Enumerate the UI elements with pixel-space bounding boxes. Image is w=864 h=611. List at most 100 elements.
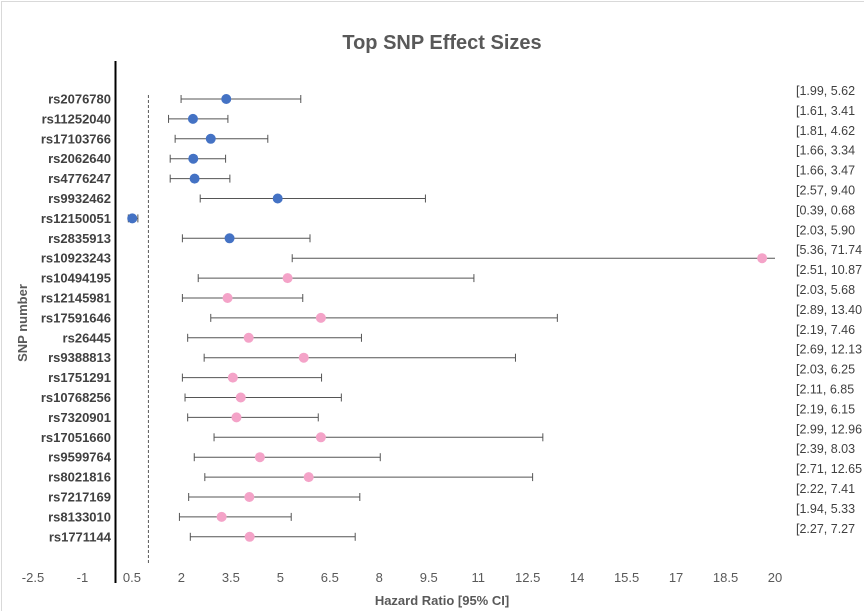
ci-label: [1.66, 3.47: [796, 164, 855, 178]
ci-label: [2.19, 6.15: [796, 402, 855, 416]
snp-row: rs8133010 [1.94, 5.33: [48, 502, 855, 525]
snp-label: rs17103766: [41, 131, 111, 146]
hazard-ratio-point: [243, 332, 254, 343]
snp-label: rs4776247: [48, 171, 111, 186]
hazard-ratio-point: [216, 511, 227, 522]
x-tick-label: 14: [570, 570, 584, 585]
snp-row: rs26445 [2.19, 7.46: [63, 323, 856, 346]
ci-label: [2.99, 12.96: [796, 422, 862, 436]
hazard-ratio-point: [757, 253, 768, 264]
snp-row: rs10923243 [5.36, 71.74: [41, 243, 862, 266]
hazard-ratio-point: [235, 392, 246, 403]
snp-row: rs9932462 [2.57, 9.40: [48, 184, 855, 207]
hazard-ratio-point: [127, 213, 138, 224]
ci-label: [2.71, 12.65: [796, 462, 862, 476]
hazard-ratio-point: [315, 312, 326, 323]
snp-label: rs10494195: [41, 271, 111, 286]
ci-label: [1.61, 3.41: [796, 104, 855, 118]
x-tick-label: 0.5: [123, 570, 141, 585]
snp-row: rs2835913 [2.03, 5.90: [48, 223, 855, 246]
hazard-ratio-point: [244, 531, 255, 542]
x-tick-label: 18.5: [713, 570, 738, 585]
hazard-ratio-point: [315, 432, 326, 443]
snp-label: rs1771144: [49, 529, 112, 544]
x-tick-label: 3.5: [222, 570, 240, 585]
ci-label: [1.99, 5.62: [796, 84, 855, 98]
x-axis-ticks: -2.5 -1 0.5 2 3.5 5 6.5 8 9.5 11 12.5 14 15.5 17 18.5 2…: [22, 570, 782, 585]
snp-label: rs9599764: [48, 450, 112, 465]
snp-label: rs2835913: [48, 231, 111, 246]
ci-label: [2.69, 12.13: [796, 343, 862, 357]
ci-label: [2.03, 5.90: [796, 223, 855, 237]
snp-row: rs9388813 [2.69, 12.13: [48, 343, 862, 366]
hazard-ratio-point: [222, 293, 233, 303]
ci-label: [2.51, 10.87: [796, 263, 862, 277]
snp-row: rs17103766 [1.81, 4.62: [41, 124, 855, 147]
snp-row: rs2062640 [1.66, 3.34: [48, 144, 855, 167]
snp-row: rs7217169 [2.22, 7.41: [48, 482, 855, 505]
hazard-ratio-point: [272, 193, 283, 204]
ci-label: [1.94, 5.33: [796, 502, 855, 516]
snp-label: rs8133010: [48, 509, 111, 524]
snp-row: rs10494195 [2.51, 10.87: [41, 263, 862, 286]
x-tick-label: -2.5: [22, 570, 44, 585]
snp-label: rs2062640: [48, 151, 111, 166]
x-tick-label: 15.5: [614, 570, 639, 585]
snp-row: rs1751291 [2.03, 6.25: [48, 363, 855, 386]
hazard-ratio-point: [254, 452, 265, 463]
ci-label: [2.03, 5.68: [796, 283, 855, 297]
snp-row: rs11252040 [1.61, 3.41: [42, 104, 856, 127]
hazard-ratio-point: [205, 133, 216, 144]
ci-label: [2.22, 7.41: [796, 482, 855, 496]
ci-label: [5.36, 71.74: [796, 243, 862, 257]
snp-row: rs7320901 [2.19, 6.15: [48, 402, 855, 425]
snp-label: rs12150051: [41, 211, 111, 226]
x-tick-label: 6.5: [321, 570, 339, 585]
hazard-ratio-point: [189, 173, 200, 184]
snp-label: rs12145981: [41, 291, 111, 306]
snp-row: rs8021816 [2.71, 12.65: [48, 462, 862, 485]
x-tick-label: 17: [669, 570, 683, 585]
snp-row: rs12145981 [2.03, 5.68: [41, 283, 855, 306]
snp-row: rs10768256 [2.11, 6.85: [41, 383, 854, 406]
hazard-ratio-point: [231, 412, 242, 423]
snp-label: rs17591646: [41, 310, 111, 325]
ci-label: [1.66, 3.34: [796, 144, 855, 158]
ci-label: [2.03, 6.25: [796, 363, 855, 377]
snp-row: rs17591646 [2.89, 13.40: [41, 303, 862, 326]
snp-label: rs10923243: [41, 251, 111, 266]
x-tick-label: 8: [376, 570, 383, 585]
ci-label: [1.81, 4.62: [796, 124, 855, 138]
snp-row: rs12150051 [0.39, 0.68: [41, 203, 855, 226]
snp-row: rs1771144 [2.27, 7.27: [49, 522, 855, 545]
ci-label: [2.11, 6.85: [796, 383, 854, 397]
hazard-ratio-point: [224, 233, 235, 244]
snp-row: rs2076780 [1.99, 5.62: [48, 84, 855, 107]
x-tick-label: -1: [77, 570, 89, 585]
hazard-ratio-point: [187, 113, 198, 124]
ci-label: [2.27, 7.27: [796, 522, 855, 536]
snp-label: rs9388813: [48, 350, 111, 365]
snp-row: rs9599764 [2.39, 8.03: [48, 442, 855, 465]
snp-label: rs8021816: [48, 470, 111, 485]
x-tick-label: 20: [768, 570, 782, 585]
snp-rows: rs2076780 [1.99, 5.62 rs11252040 [1.61, 3.4…: [41, 84, 862, 544]
snp-label: rs10768256: [41, 390, 111, 405]
y-axis-title: SNP number: [15, 284, 30, 362]
hazard-ratio-point: [303, 472, 314, 483]
hazard-ratio-point: [188, 153, 199, 164]
x-tick-label: 2: [178, 570, 185, 585]
x-tick-label: 12.5: [515, 570, 540, 585]
hazard-ratio-point: [282, 273, 293, 284]
x-axis-title: Hazard Ratio [95% CI]: [375, 593, 509, 608]
snp-label: rs2076780: [48, 92, 111, 107]
snp-label: rs1751291: [48, 370, 111, 385]
ci-label: [0.39, 0.68: [796, 203, 855, 217]
chart-title: Top SNP Effect Sizes: [342, 32, 541, 54]
ci-label: [2.39, 8.03: [796, 442, 855, 456]
snp-row: rs17051660 [2.99, 12.96: [41, 422, 862, 445]
x-tick-label: 11: [471, 570, 485, 585]
ci-label: [2.89, 13.40: [796, 303, 862, 317]
